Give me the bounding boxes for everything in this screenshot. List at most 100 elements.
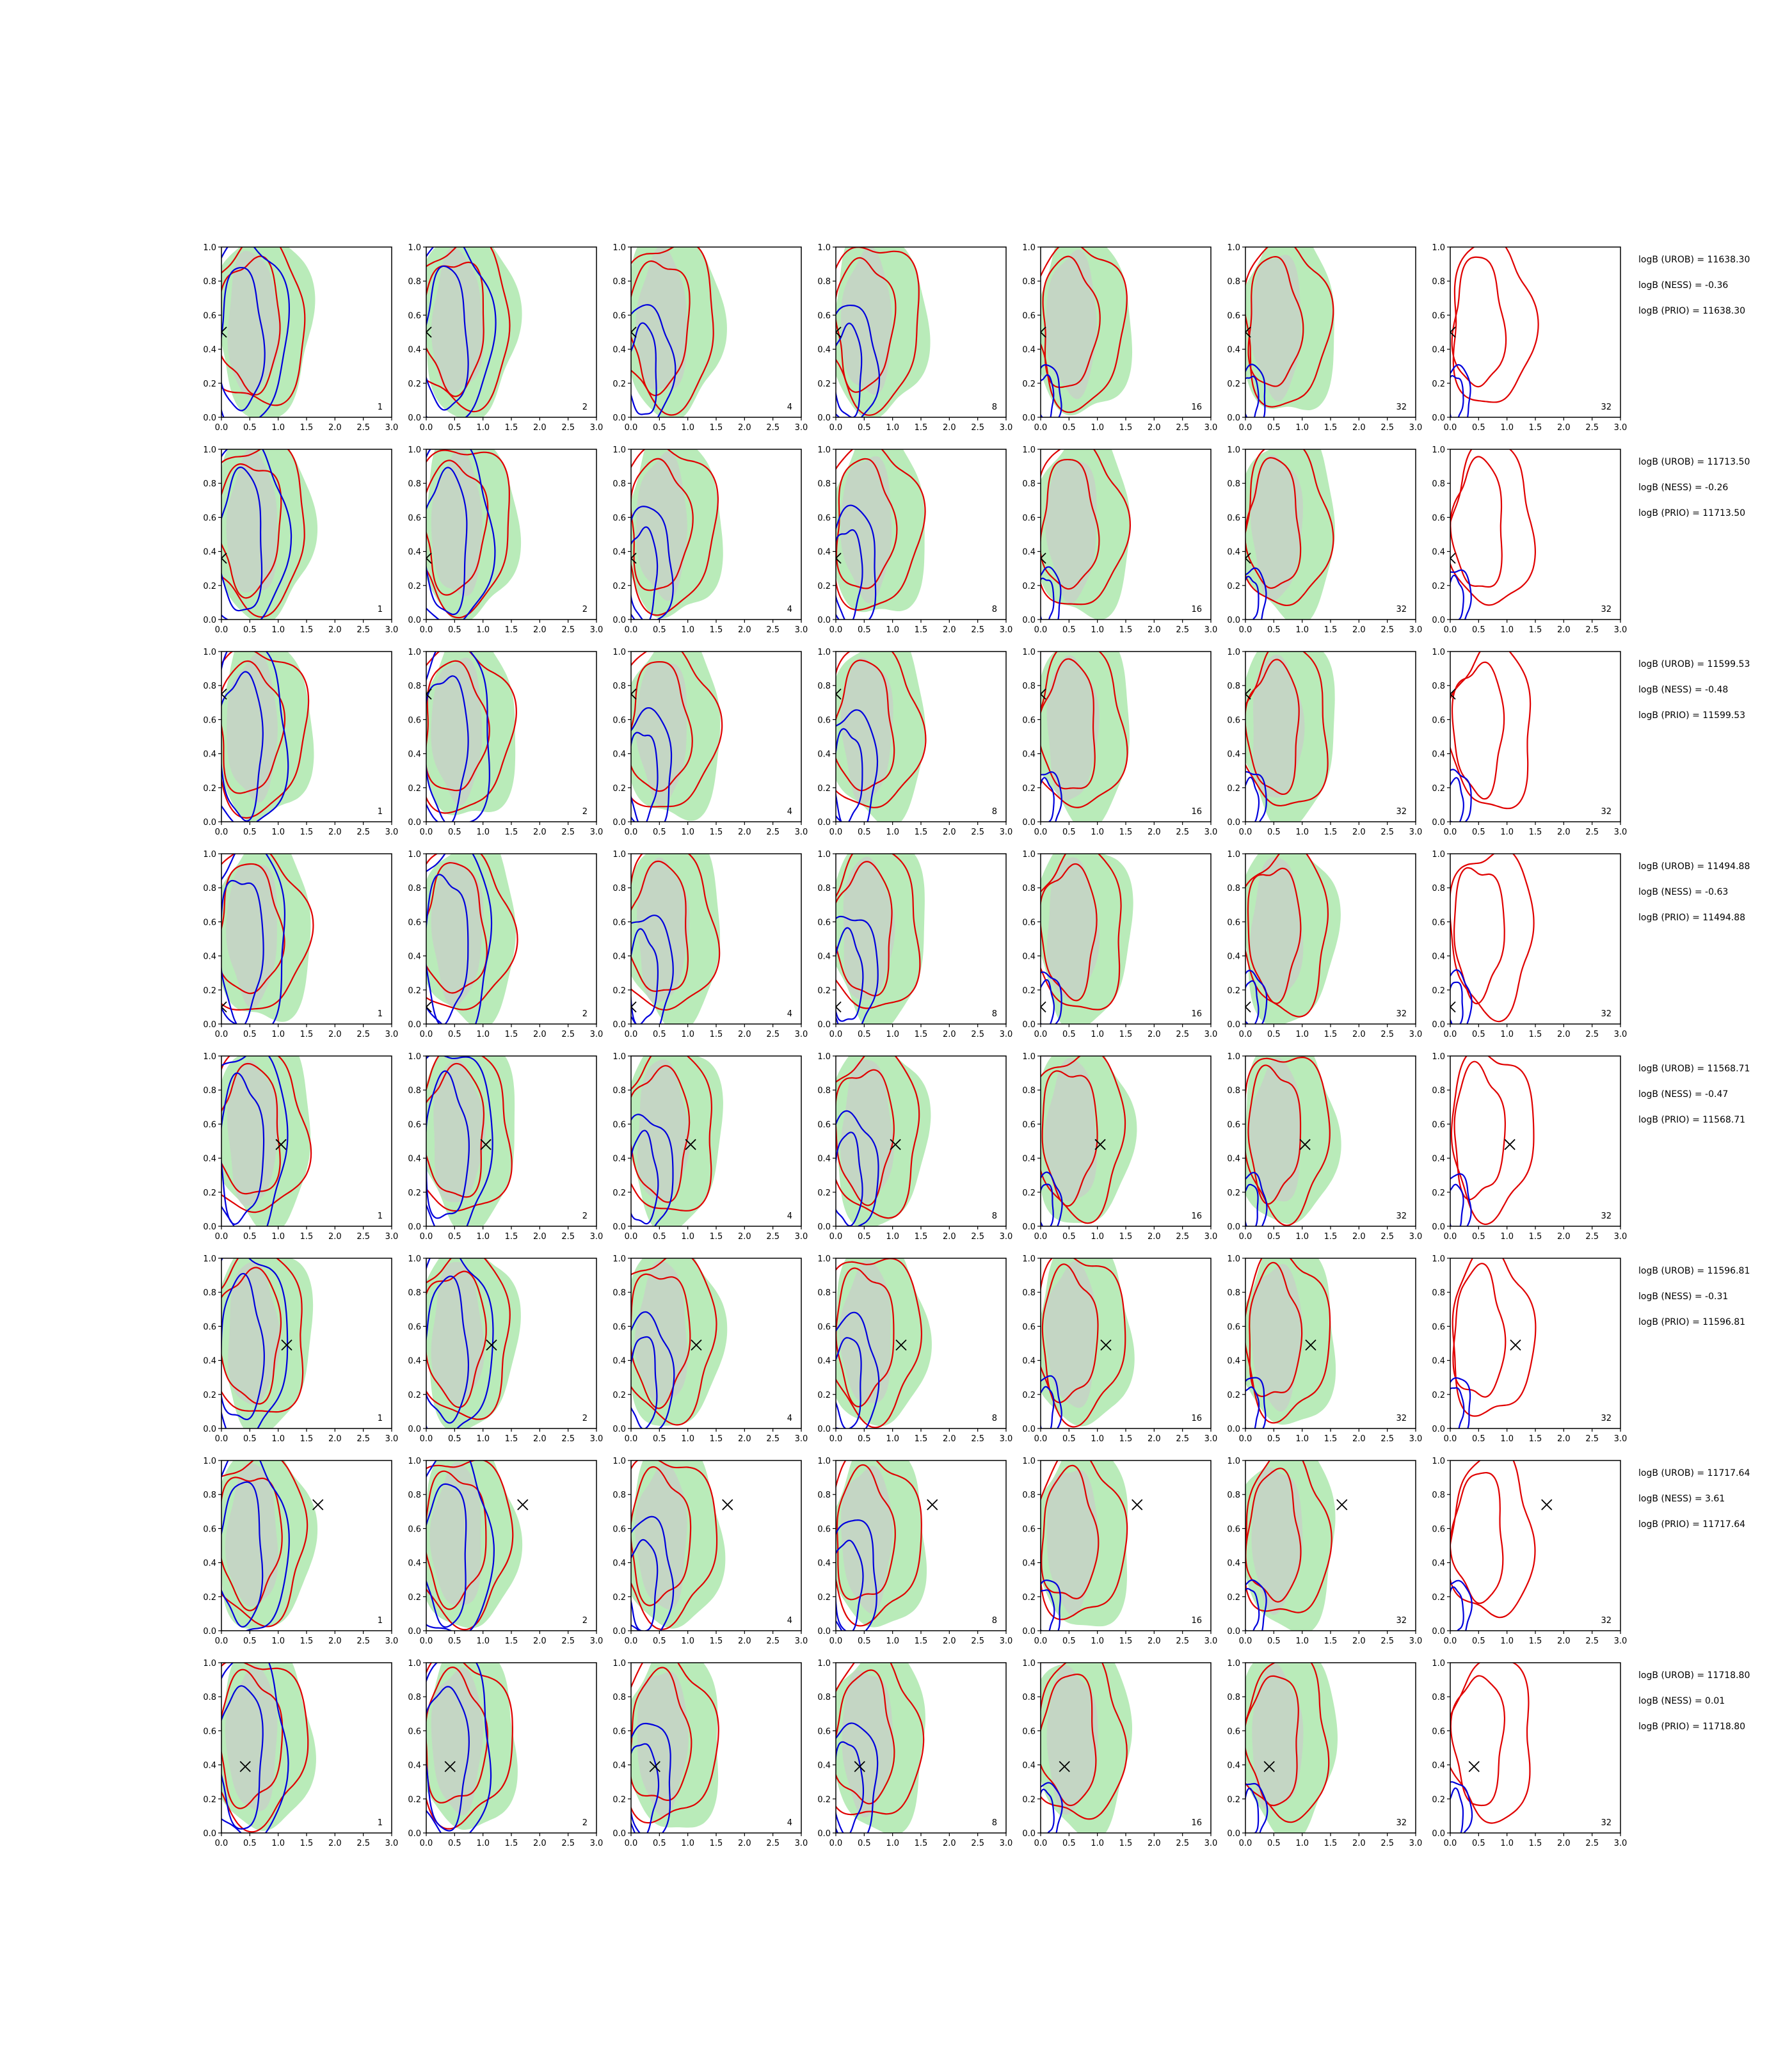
truth-marker (836, 326, 842, 338)
panel-sample-label: 2 (582, 1818, 588, 1828)
panel-r3-c3: 0.0 0.5 1.0 1.5 2.0 2.5 3.0 0.0 0.2 0.4 0.6 0.8 1.0 4 (612, 648, 808, 837)
x-tick-label: 2.5 (1380, 1839, 1394, 1848)
x-tick-label: 2.0 (738, 1636, 751, 1646)
blue-contour-inner (836, 728, 863, 822)
y-tick-label: 0.6 (408, 311, 421, 321)
x-tick-label: 2.0 (1352, 1839, 1366, 1848)
x-tick-label: 0.5 (1472, 1636, 1485, 1646)
x-tick-label: 0.5 (448, 1636, 461, 1646)
y-tick-label: 0.0 (203, 413, 216, 423)
x-tick-label: 1.0 (1500, 625, 1514, 635)
red-contour-inner (1451, 661, 1505, 800)
x-tick-label: 1.0 (1295, 1636, 1309, 1646)
red-contour-inner (1041, 658, 1096, 790)
y-tick-label: 0.0 (1022, 1829, 1036, 1839)
x-tick-label: 0.5 (243, 1839, 257, 1848)
x-tick-label: 0.5 (448, 1839, 461, 1848)
x-tick-label: 0.5 (1267, 1636, 1281, 1646)
blue-contour-inner (426, 1276, 470, 1424)
axes-frame (1450, 449, 1621, 620)
inner-credible-region (227, 1060, 280, 1206)
panel-sample-label: 32 (1396, 403, 1407, 412)
x-tick-label: 2.5 (1585, 1839, 1599, 1848)
red-contour-inner (426, 1062, 485, 1198)
x-tick-label: 2.5 (561, 828, 575, 837)
truth-marker (1450, 552, 1456, 564)
x-tick-label: 0.0 (420, 1636, 433, 1646)
x-tick-label: 0.0 (1239, 1232, 1252, 1242)
red-contour-inner (426, 861, 488, 994)
y-tick-label: 0.2 (817, 1593, 831, 1603)
red-contour-inner (631, 1065, 691, 1203)
panel-r4-c6: 0.0 0.5 1.0 1.5 2.0 2.5 3.0 0.0 0.2 0.4 0.6 0.8 1.0 3… (1227, 850, 1422, 1039)
x-tick-label: 1.0 (886, 423, 899, 433)
panel-sample-label: 2 (582, 1616, 588, 1626)
panel-sample-label: 1 (378, 1414, 383, 1423)
y-tick-label: 0.0 (203, 1222, 216, 1232)
x-tick-label: 2.5 (561, 1434, 575, 1444)
red-contour-outer (631, 1663, 719, 1824)
x-tick-label: 2.0 (1557, 828, 1571, 837)
red-contour-outer (221, 449, 305, 618)
x-tick-label: 2.5 (1176, 1434, 1189, 1444)
red-contour-outer (836, 1460, 922, 1627)
panel-sample-label: 32 (1601, 605, 1612, 614)
x-tick-label: 1.5 (710, 828, 723, 837)
x-tick-label: 0.5 (243, 1434, 257, 1444)
red-contour-inner (631, 1667, 692, 1802)
x-tick-label: 2.0 (943, 1232, 956, 1242)
y-tick-label: 0.0 (1432, 1425, 1445, 1434)
x-tick-label: 1.0 (1091, 625, 1104, 635)
x-tick-label: 1.0 (681, 828, 694, 837)
panel-sample-label: 8 (992, 1414, 997, 1423)
y-tick-label: 0.6 (203, 1120, 216, 1130)
x-tick-label: 3.0 (1614, 828, 1628, 837)
panel-r1-c6: 0.0 0.5 1.0 1.5 2.0 2.5 3.0 0.0 0.2 0.4 0.6 0.8 1.0 3… (1227, 243, 1422, 433)
blue-contour-outer (1041, 971, 1062, 1024)
y-tick-label: 0.4 (408, 1559, 421, 1569)
x-tick-label: 2.0 (943, 423, 956, 433)
y-tick-label: 0.2 (1022, 1795, 1036, 1805)
x-tick-label: 2.0 (943, 1030, 956, 1039)
x-tick-label: 2.5 (1585, 1232, 1599, 1242)
panel-sample-label: 1 (378, 807, 383, 817)
y-tick-label: 1.0 (817, 1254, 831, 1264)
truth-marker (722, 1499, 733, 1510)
y-tick-label: 1.0 (1432, 1457, 1445, 1466)
blue-contour-inner (631, 928, 659, 1024)
x-tick-label: 0.5 (243, 828, 257, 837)
panel-r2-c2: 0.0 0.5 1.0 1.5 2.0 2.5 3.0 0.0 0.2 0.4 0.6 0.8 1.0 2 (408, 445, 603, 635)
y-tick-label: 0.0 (612, 616, 626, 625)
y-tick-label: 1.0 (203, 1659, 216, 1668)
panel-r4-c3: 0.0 0.5 1.0 1.5 2.0 2.5 3.0 0.0 0.2 0.4 0.6 0.8 1.0 4 (612, 850, 808, 1039)
y-tick-label: 0.0 (817, 616, 831, 625)
blue-contour-inner (1041, 979, 1055, 1024)
truth-marker (1504, 1139, 1516, 1150)
y-tick-label: 0.6 (408, 716, 421, 725)
y-tick-label: 1.0 (1022, 1457, 1036, 1466)
y-tick-label: 0.8 (1022, 682, 1036, 691)
x-tick-label: 0.5 (1267, 828, 1281, 837)
blue-contour-inner (631, 732, 659, 822)
x-tick-label: 1.0 (476, 1030, 490, 1039)
x-tick-label: 1.5 (1529, 828, 1542, 837)
y-tick-label: 0.8 (408, 682, 421, 691)
y-tick-label: 0.0 (1227, 616, 1240, 625)
red-contour-inner (836, 1464, 896, 1601)
x-tick-label: 3.0 (1000, 625, 1013, 635)
red-contour-outer (1245, 247, 1334, 408)
y-tick-label: 0.0 (1227, 1020, 1240, 1030)
truth-marker (1094, 1139, 1106, 1150)
blue-contour-inner (426, 1686, 470, 1832)
y-tick-label: 0.0 (1227, 1222, 1240, 1232)
blue-contour-inner (836, 1741, 865, 1833)
truth-marker (1299, 1139, 1311, 1150)
truth-marker (221, 326, 227, 338)
y-tick-label: 0.4 (408, 346, 421, 355)
panel-sample-label: 16 (1191, 605, 1202, 614)
red-contour-inner (836, 458, 898, 589)
blue-contour-inner (221, 267, 266, 412)
x-tick-label: 1.0 (271, 1839, 285, 1848)
red-contour-outer (426, 247, 511, 413)
red-contour-outer (836, 247, 920, 416)
